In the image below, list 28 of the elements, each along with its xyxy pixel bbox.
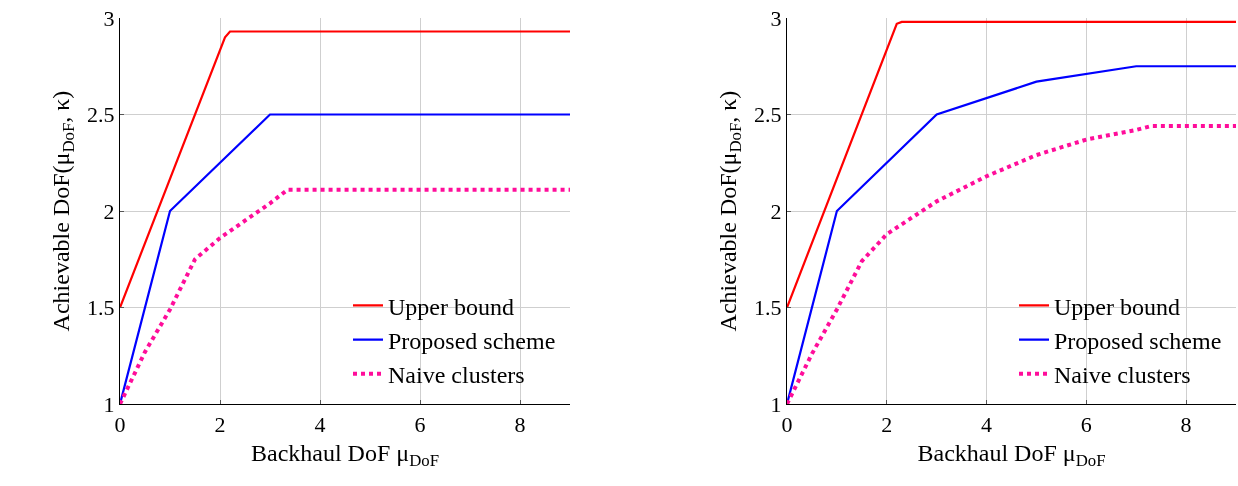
legend-label: Upper bound bbox=[388, 293, 514, 320]
y-tick-label: 2.5 bbox=[753, 102, 782, 128]
x-tick-label: 8 bbox=[514, 411, 526, 437]
y-tick-label: 3 bbox=[770, 5, 782, 31]
legend-label: Naive clusters bbox=[388, 362, 525, 389]
legend-label: Naive clusters bbox=[1054, 362, 1191, 389]
y-tick-label: 1.5 bbox=[86, 295, 115, 321]
x-tick-label: 0 bbox=[781, 411, 793, 437]
x-tick-label: 6 bbox=[414, 411, 426, 437]
legend-label: Proposed scheme bbox=[388, 327, 556, 354]
y-tick-label: 2 bbox=[770, 198, 782, 224]
x-tick-label: 0 bbox=[114, 411, 126, 437]
x-axis-title: Backhaul DoF μ$_{DoF}$ bbox=[917, 439, 1106, 470]
legend-label: Proposed scheme bbox=[1054, 327, 1222, 354]
x-tick-label: 8 bbox=[1180, 411, 1192, 437]
x-axis-title: Backhaul DoF μ$_{DoF}$ bbox=[250, 439, 440, 470]
y-tick-label: 3 bbox=[103, 5, 115, 31]
y-tick-label: 1.5 bbox=[753, 295, 782, 321]
y-tick-label: 2 bbox=[103, 198, 115, 224]
legend-label: Upper bound bbox=[1054, 293, 1180, 320]
x-tick-label: 2 bbox=[881, 411, 893, 437]
x-tick-label: 4 bbox=[314, 411, 326, 437]
x-tick-label: 4 bbox=[981, 411, 993, 437]
x-tick-label: 6 bbox=[1080, 411, 1092, 437]
y-tick-label: 1 bbox=[770, 391, 782, 417]
y-tick-label: 1 bbox=[103, 391, 115, 417]
x-tick-label: 2 bbox=[214, 411, 226, 437]
y-tick-label: 2.5 bbox=[86, 102, 115, 128]
